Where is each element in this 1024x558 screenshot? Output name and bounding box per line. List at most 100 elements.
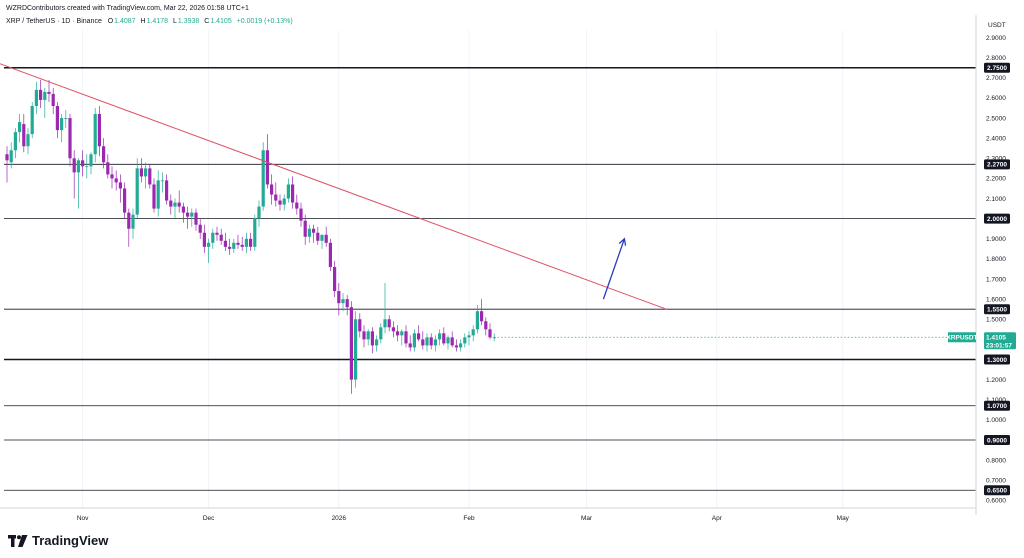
candle-body bbox=[127, 212, 131, 229]
candle-body bbox=[421, 339, 425, 346]
candle-body bbox=[270, 184, 274, 195]
candle-body bbox=[249, 238, 253, 247]
candle-body bbox=[333, 266, 337, 292]
y-tick-label: 2.9000 bbox=[986, 35, 1006, 42]
level-price-tag bbox=[984, 159, 1010, 170]
candle-body bbox=[492, 337, 496, 339]
arrow-shaft bbox=[602, 238, 626, 300]
candle-body bbox=[320, 234, 324, 241]
candle-body bbox=[387, 319, 391, 328]
candle-body bbox=[156, 180, 160, 209]
candle-body bbox=[177, 202, 181, 207]
candle-body bbox=[55, 105, 59, 131]
y-tick-label: 1.9000 bbox=[986, 236, 1006, 243]
candle-body bbox=[148, 168, 152, 185]
candle-body bbox=[110, 174, 114, 179]
tradingview-wordmark: TradingView bbox=[32, 533, 109, 548]
candle-body bbox=[30, 105, 34, 135]
price-axis[interactable]: 2.9000 2.8000 2.7000 2.6000 2.5000 2.4000 2.30… bbox=[986, 35, 1006, 505]
candle-body bbox=[379, 327, 383, 340]
candle-body bbox=[76, 160, 80, 173]
high-value: 1.4178 bbox=[146, 18, 168, 25]
price-tag bbox=[984, 332, 1016, 350]
x-tick-label: Mar bbox=[581, 515, 593, 522]
x-tick-label: Dec bbox=[203, 515, 215, 522]
up-arrow[interactable] bbox=[602, 237, 627, 300]
candle-body bbox=[354, 319, 358, 380]
candle-body bbox=[215, 232, 219, 235]
candle-body bbox=[450, 337, 454, 346]
candle-body bbox=[51, 93, 55, 106]
level-price-label: 1.0700 bbox=[987, 403, 1007, 410]
x-tick-label: Apr bbox=[712, 515, 723, 522]
level-price-tag bbox=[984, 354, 1010, 365]
y-tick-label: 1.2000 bbox=[986, 377, 1006, 384]
open-label: O bbox=[107, 18, 114, 25]
symbol-tag bbox=[948, 332, 976, 343]
candle-body bbox=[370, 331, 374, 346]
candle-body bbox=[366, 331, 370, 340]
candle-body bbox=[488, 329, 492, 338]
chart-caption: WZRDContributors created with TradingVie… bbox=[6, 5, 249, 12]
candle-body bbox=[223, 240, 227, 247]
candle-body bbox=[102, 146, 106, 163]
x-tick-label: May bbox=[837, 515, 850, 522]
candle-body bbox=[89, 154, 93, 167]
candle-body bbox=[396, 331, 400, 336]
y-tick-label: 2.8000 bbox=[986, 55, 1006, 62]
tradingview-icon bbox=[8, 534, 28, 547]
candle-body bbox=[181, 206, 185, 213]
y-tick-label: 1.6000 bbox=[986, 296, 1006, 303]
candle-body bbox=[219, 234, 223, 241]
candle-body bbox=[299, 208, 303, 221]
candle-body bbox=[341, 299, 345, 304]
candle-body bbox=[160, 180, 164, 182]
candle-body bbox=[26, 134, 30, 147]
candle-body bbox=[358, 319, 362, 332]
level-price-label: 0.6500 bbox=[987, 488, 1007, 495]
candle-body bbox=[13, 132, 17, 151]
level-price-tag bbox=[984, 213, 1010, 224]
y-tick-label: 0.8000 bbox=[986, 457, 1006, 464]
candle-body bbox=[198, 224, 202, 233]
candle-body bbox=[228, 246, 232, 249]
candle-body bbox=[282, 198, 286, 205]
arrow-head bbox=[618, 237, 627, 246]
y-tick-label: 2.2000 bbox=[986, 176, 1006, 183]
trendline[interactable] bbox=[0, 21, 667, 310]
candle-body bbox=[190, 212, 194, 217]
candle-body bbox=[463, 337, 467, 344]
candle-body bbox=[286, 184, 290, 199]
x-tick-label: Nov bbox=[77, 515, 89, 522]
candle-body bbox=[312, 228, 316, 233]
candle-body bbox=[337, 291, 341, 304]
y-tick-label: 1.5000 bbox=[986, 317, 1006, 324]
symbol-ohlc-legend: XRP / TetherUS · 1D · Binance O1.4087 H1… bbox=[6, 18, 293, 25]
candle-body bbox=[349, 307, 353, 380]
candle-body bbox=[412, 333, 416, 348]
candle-body bbox=[257, 206, 261, 219]
candle-body bbox=[93, 114, 97, 155]
level-price-label: 2.2700 bbox=[987, 162, 1007, 169]
candle-body bbox=[261, 150, 265, 207]
candle-body bbox=[152, 184, 156, 209]
candle-body bbox=[114, 178, 118, 183]
price-tag-countdown: 23:01:57 bbox=[986, 342, 1012, 349]
candle-body bbox=[43, 91, 47, 100]
candle-body bbox=[295, 202, 299, 209]
candle-body bbox=[391, 327, 395, 332]
low-label: L bbox=[172, 18, 177, 25]
candle-body bbox=[244, 238, 248, 247]
y-tick-label: 2.3000 bbox=[986, 156, 1006, 163]
candle-body bbox=[123, 188, 127, 213]
candle-body bbox=[429, 337, 433, 346]
candle-body bbox=[467, 335, 471, 338]
candle-body bbox=[454, 345, 458, 348]
time-axis[interactable]: Nov Dec 2026 Feb Mar Apr May bbox=[77, 515, 850, 522]
candle-body bbox=[106, 162, 110, 175]
change-value: +0.0019 (+0.13%) bbox=[236, 18, 293, 25]
close-value: 1.4105 bbox=[210, 18, 232, 25]
symbol-label[interactable]: XRP / TetherUS · 1D · Binance bbox=[6, 18, 102, 25]
